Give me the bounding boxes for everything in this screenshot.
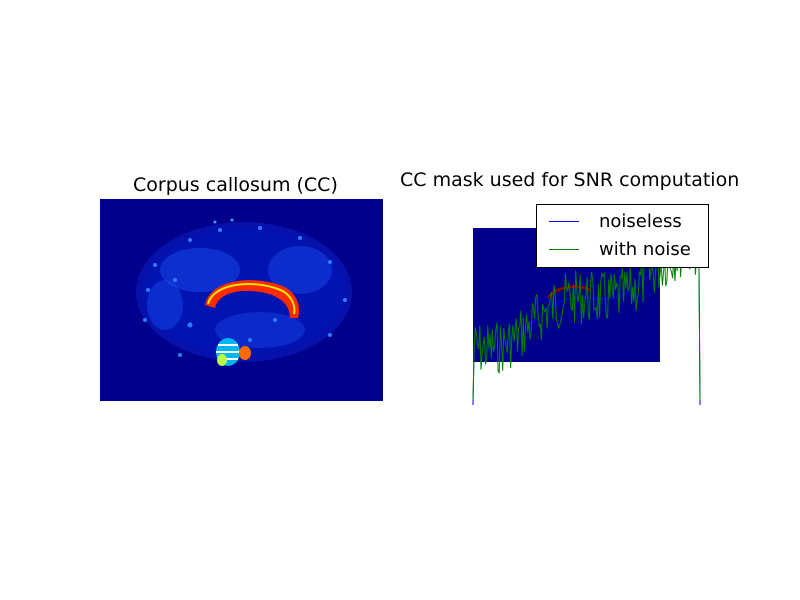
legend-swatch-with-noise: [549, 248, 579, 250]
legend-swatch-noiseless: [549, 220, 579, 222]
legend-item-noiseless: noiseless: [549, 209, 682, 233]
right-chart-title: CC mask used for SNR computation: [400, 169, 740, 191]
legend-label-noiseless: noiseless: [599, 210, 682, 232]
corpus-callosum: [205, 280, 300, 318]
left-chart-title: Corpus callosum (CC): [133, 174, 338, 196]
series-line-with-noise: [472, 231, 701, 401]
brainstem-cerebellum: [216, 338, 251, 366]
chart-legend: noiseless with noise: [536, 204, 709, 268]
left-heatmap: [100, 199, 383, 401]
legend-item-with-noise: with noise: [549, 237, 691, 261]
legend-label-with-noise: with noise: [599, 238, 691, 260]
brain-speckles: [143, 218, 347, 357]
brain-outline: [136, 222, 352, 362]
